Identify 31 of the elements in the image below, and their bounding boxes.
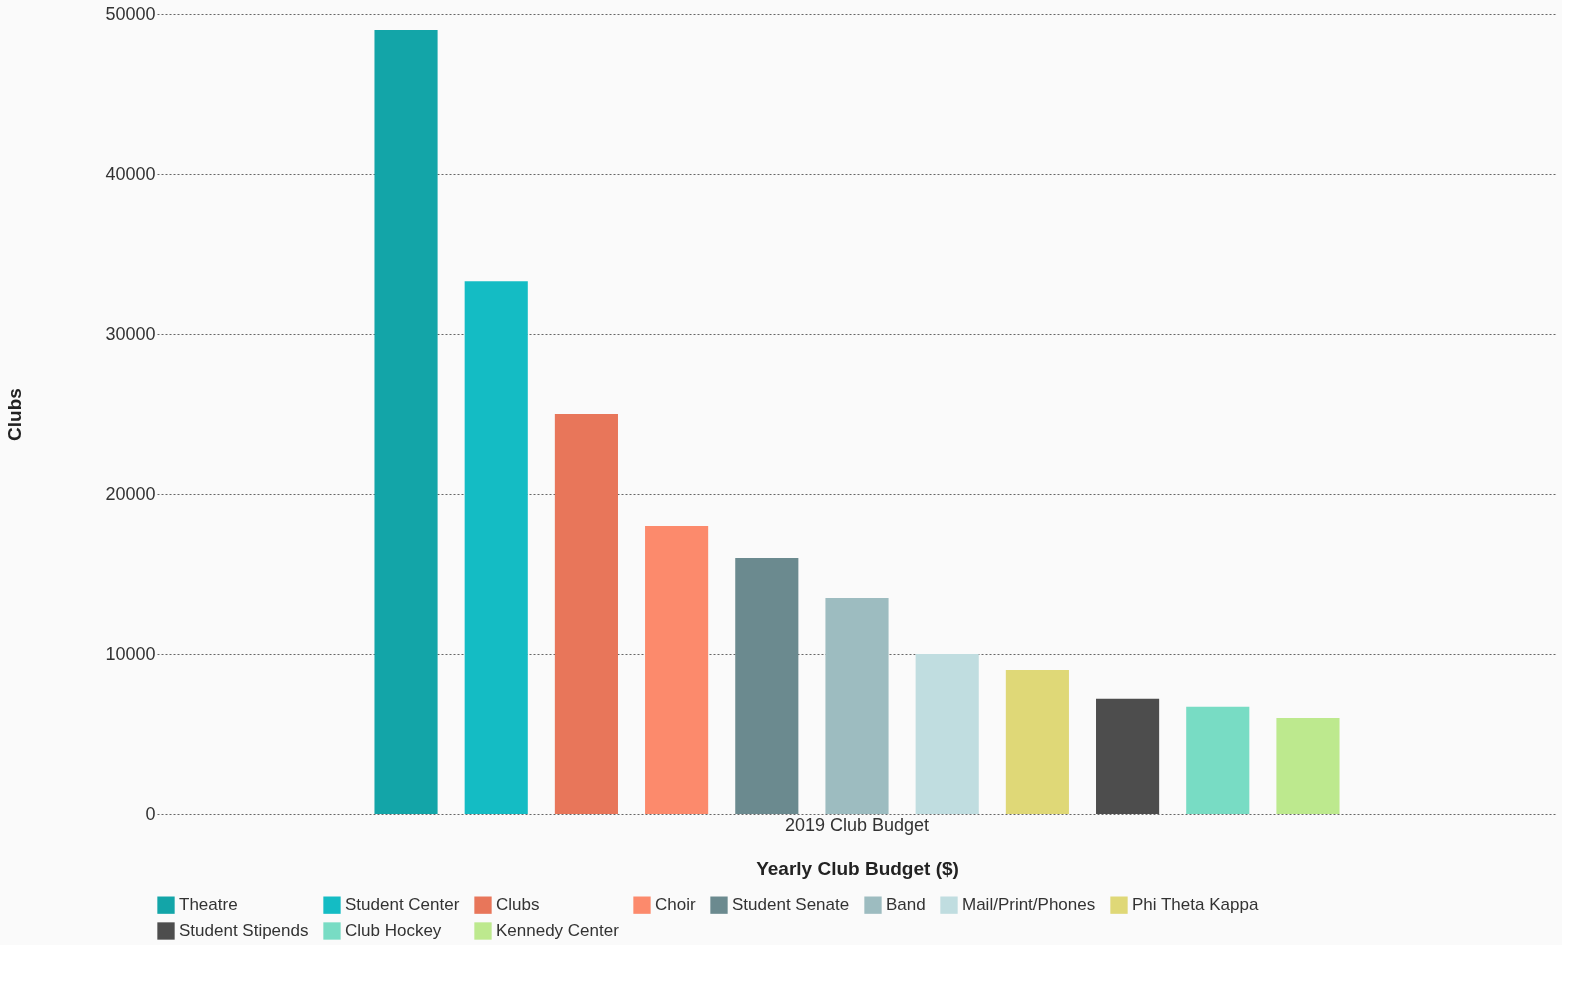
legend-label: Theatre bbox=[179, 895, 238, 915]
y-tick-label: 0 bbox=[145, 803, 156, 824]
legend-label: Club Hockey bbox=[345, 921, 442, 940]
legend-label: Choir bbox=[655, 895, 696, 915]
bar bbox=[374, 30, 438, 814]
legend-label: Student Stipends bbox=[179, 921, 309, 940]
y-tick-label: 30000 bbox=[105, 323, 156, 344]
legend-label: Band bbox=[886, 895, 926, 915]
bar bbox=[825, 598, 889, 814]
bar bbox=[1186, 706, 1250, 814]
legend-label: Mail/Print/Phones bbox=[962, 895, 1096, 915]
legend-label: Student Center bbox=[345, 895, 460, 915]
x-tick-label: 2019 Club Budget bbox=[784, 814, 930, 835]
legend-label: Kennedy Center bbox=[496, 921, 620, 940]
y-tick-label: 10000 bbox=[105, 643, 156, 664]
legend-label: Student Senate bbox=[732, 895, 850, 915]
y-axis-title: Clubs bbox=[4, 388, 26, 441]
y-tick-label: 40000 bbox=[105, 163, 156, 184]
bar bbox=[735, 558, 799, 814]
bar bbox=[1276, 718, 1340, 814]
bar bbox=[464, 281, 528, 814]
legend-label: Clubs bbox=[496, 895, 540, 915]
x-axis-title: Yearly Club Budget ($) bbox=[756, 857, 959, 879]
y-tick-label: 20000 bbox=[105, 483, 156, 504]
bar bbox=[645, 526, 709, 814]
bar bbox=[1005, 670, 1069, 814]
y-tick-label: 50000 bbox=[105, 3, 156, 24]
legend-label: Phi Theta Kappa bbox=[1132, 895, 1259, 915]
bar bbox=[915, 654, 979, 814]
bar bbox=[554, 414, 618, 814]
bar bbox=[1096, 698, 1160, 814]
